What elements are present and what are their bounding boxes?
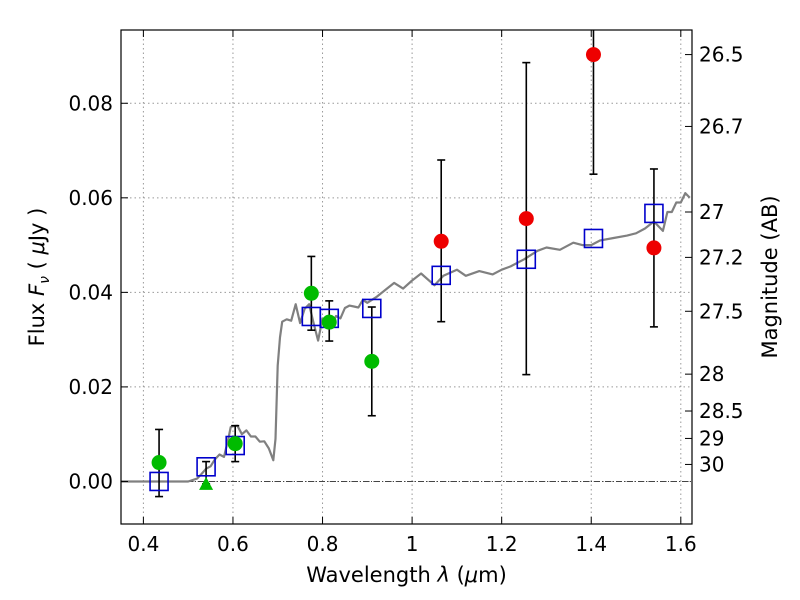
- upper-limit-marker: [199, 476, 214, 490]
- magnitude-tick-label: 27.5: [699, 299, 744, 323]
- model-photometry-marker: [583, 228, 604, 249]
- right-axis-label: Magnitude (AB): [758, 195, 782, 358]
- magnitude-tick-label: 28.5: [699, 399, 744, 423]
- magnitude-tick-label: 26.5: [699, 43, 744, 67]
- magnitude-tick-label: 27: [699, 200, 724, 224]
- plot-frame: [120, 29, 693, 525]
- magnitude-tick-label: 27.2: [699, 245, 744, 269]
- model-photometry-marker: [149, 471, 169, 492]
- optical-data-marker: [364, 353, 380, 369]
- spectrum-group: [121, 192, 691, 483]
- magnitude-tick-label: 26.7: [699, 114, 744, 138]
- x-tick-label: 1.4: [575, 532, 607, 556]
- model-photometry-marker: [644, 203, 664, 224]
- markers-group: [149, 47, 664, 492]
- y-tick-label: 0.08: [68, 91, 113, 115]
- y-tick-label: 0.02: [68, 375, 113, 399]
- optical-data-marker: [303, 285, 319, 301]
- nir-data-marker: [585, 47, 601, 63]
- x-tick-label: 1: [406, 532, 419, 556]
- x-axis-label: Wavelength λ (μm): [306, 563, 507, 587]
- model-spectrum-line: [121, 192, 691, 483]
- model-photometry-marker: [431, 265, 452, 286]
- grid: [121, 30, 692, 524]
- optical-data-marker: [227, 436, 243, 452]
- y-tick-label: 0.04: [68, 280, 113, 304]
- magnitude-tick-label: 29: [699, 426, 724, 450]
- y-tick-label: 0.00: [68, 469, 113, 493]
- model-photometry-marker: [516, 249, 537, 270]
- optical-data-marker: [321, 314, 337, 330]
- nir-data-marker: [518, 211, 534, 227]
- model-photometry-marker: [361, 298, 382, 319]
- optical-data-marker: [151, 455, 167, 471]
- x-tick-label: 0.4: [127, 532, 159, 556]
- nir-data-marker: [646, 240, 662, 256]
- magnitude-tick-label: 28: [699, 362, 724, 386]
- model-photometry-marker: [196, 456, 216, 477]
- magnitude-tick-label: 30: [699, 452, 724, 476]
- x-tick-label: 1.6: [665, 532, 697, 556]
- x-tick-label: 0.6: [217, 532, 249, 556]
- y-axis-label: Flux Fν ( μJy ): [25, 208, 53, 347]
- y-tick-label: 0.06: [68, 186, 113, 210]
- x-tick-label: 1.2: [486, 532, 518, 556]
- nir-data-marker: [433, 233, 449, 249]
- x-tick-label: 0.8: [307, 532, 339, 556]
- ticks-group: 0.4 0.6 0.8 1 1.2 1.4 1.6 0.00 0.02 0.04 0.06 0.08 2…: [68, 30, 744, 556]
